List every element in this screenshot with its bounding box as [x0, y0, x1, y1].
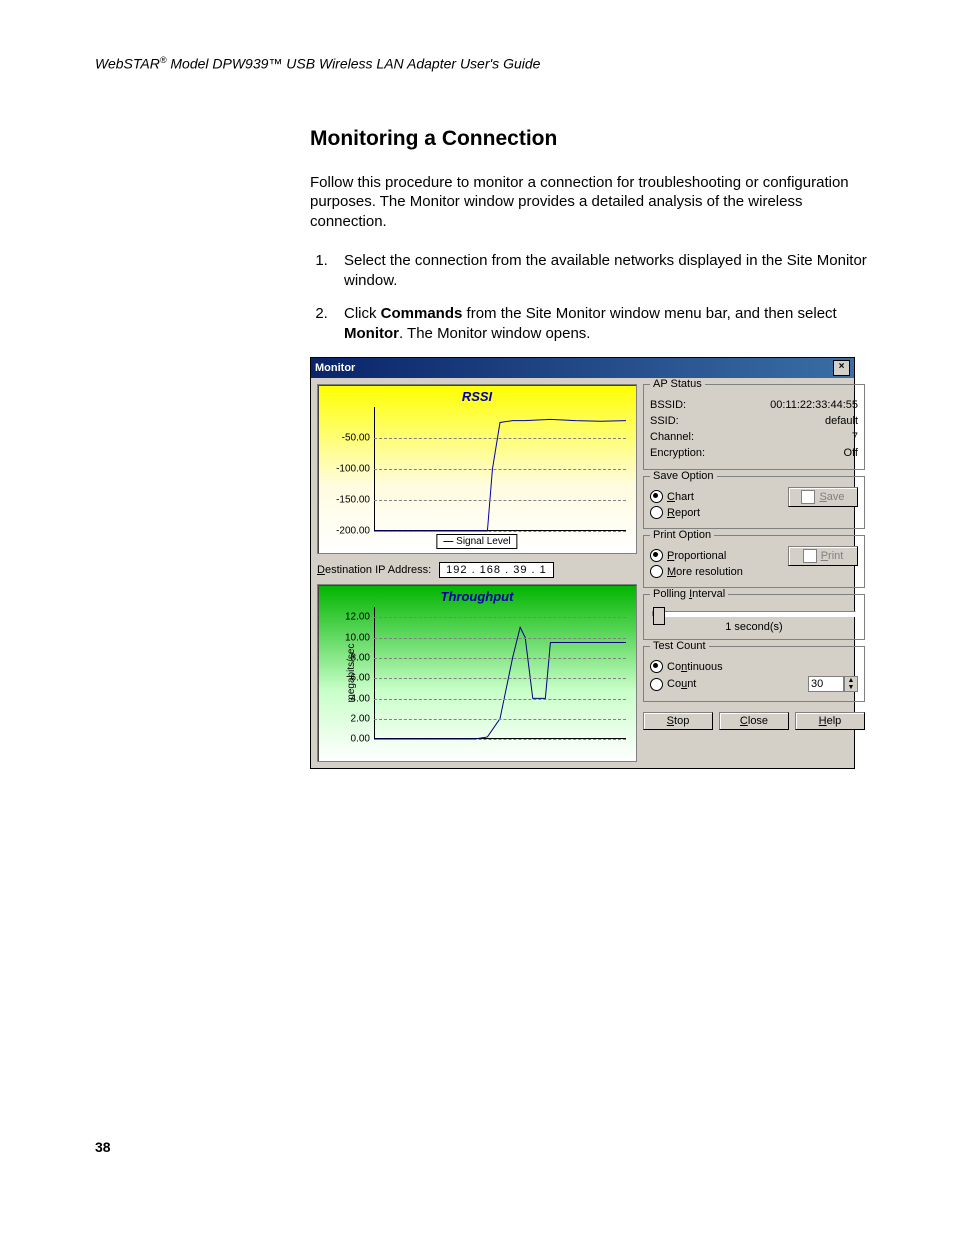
step-2: Click Commands from the Site Monitor win… [332, 304, 869, 343]
polling-interval-group: Polling Interval 1 second(s) [643, 594, 865, 640]
test-count-group: Test Count Continuous Count ▲▼ [643, 646, 865, 702]
test-count-spinner[interactable]: ▲▼ [808, 676, 858, 692]
test-continuous-radio[interactable]: Continuous [650, 660, 858, 673]
polling-interval-legend: Polling Interval [650, 588, 728, 600]
destination-ip-row: Destination IP Address: 192 . 168 . 39 .… [317, 562, 637, 578]
print-button[interactable]: Print [788, 546, 858, 566]
save-button[interactable]: Save [788, 487, 858, 507]
destination-ip-input[interactable]: 192 . 168 . 39 . 1 [439, 562, 554, 578]
ap-status-row: Channel:7 [650, 431, 858, 443]
throughput-chart: Throughput megabits/sec 12.0010.008.006.… [317, 584, 637, 762]
steps-list: Select the connection from the available… [310, 251, 869, 343]
save-option-group: Save Option Chart Report Save [643, 476, 865, 529]
print-more-resolution-radio[interactable]: More resolution [650, 565, 782, 578]
rssi-legend: — Signal Level [436, 534, 517, 549]
print-option-legend: Print Option [650, 529, 714, 541]
destination-ip-label: Destination IP Address: [317, 564, 431, 576]
page-number: 38 [95, 1139, 111, 1155]
close-button[interactable]: Close [719, 712, 789, 730]
print-option-group: Print Option Proportional More resolutio… [643, 535, 865, 588]
ap-status-group: AP Status BSSID:00:11:22:33:44:55SSID:de… [643, 384, 865, 470]
ap-status-legend: AP Status [650, 378, 705, 390]
brand: WebSTAR [95, 56, 160, 72]
model: Model DPW939™ USB Wireless LAN Adapter U… [166, 56, 540, 72]
rssi-chart: RSSI -50.00-100.00-150.00-200.00 — Signa… [317, 384, 637, 554]
rssi-title: RSSI [324, 389, 630, 404]
print-proportional-radio[interactable]: Proportional [650, 549, 782, 562]
test-count-legend: Test Count [650, 640, 709, 652]
test-count-radio[interactable]: Count ▲▼ [650, 676, 858, 692]
help-button[interactable]: Help [795, 712, 865, 730]
ap-status-row: SSID:default [650, 415, 858, 427]
save-chart-radio[interactable]: Chart [650, 490, 782, 503]
titlebar: Monitor × [311, 358, 854, 378]
button-row: Stop Close Help [643, 712, 865, 730]
printer-icon [803, 549, 817, 563]
close-icon[interactable]: × [833, 360, 850, 376]
intro-paragraph: Follow this procedure to monitor a conne… [310, 173, 869, 232]
window-title: Monitor [315, 362, 833, 374]
test-count-input[interactable] [808, 676, 844, 692]
ap-status-row: Encryption:Off [650, 447, 858, 459]
polling-interval-value: 1 second(s) [650, 621, 858, 633]
step-1: Select the connection from the available… [332, 251, 869, 290]
running-header: WebSTAR® Model DPW939™ USB Wireless LAN … [95, 55, 869, 72]
ap-status-row: BSSID:00:11:22:33:44:55 [650, 399, 858, 411]
monitor-window: Monitor × RSSI -50.00-100.00-150.00-200.… [310, 357, 855, 769]
save-option-legend: Save Option [650, 470, 717, 482]
save-report-radio[interactable]: Report [650, 506, 782, 519]
section-title: Monitoring a Connection [310, 127, 869, 151]
stop-button[interactable]: Stop [643, 712, 713, 730]
throughput-title: Throughput [324, 589, 630, 604]
disk-icon [801, 490, 815, 504]
polling-interval-slider[interactable] [652, 611, 856, 617]
